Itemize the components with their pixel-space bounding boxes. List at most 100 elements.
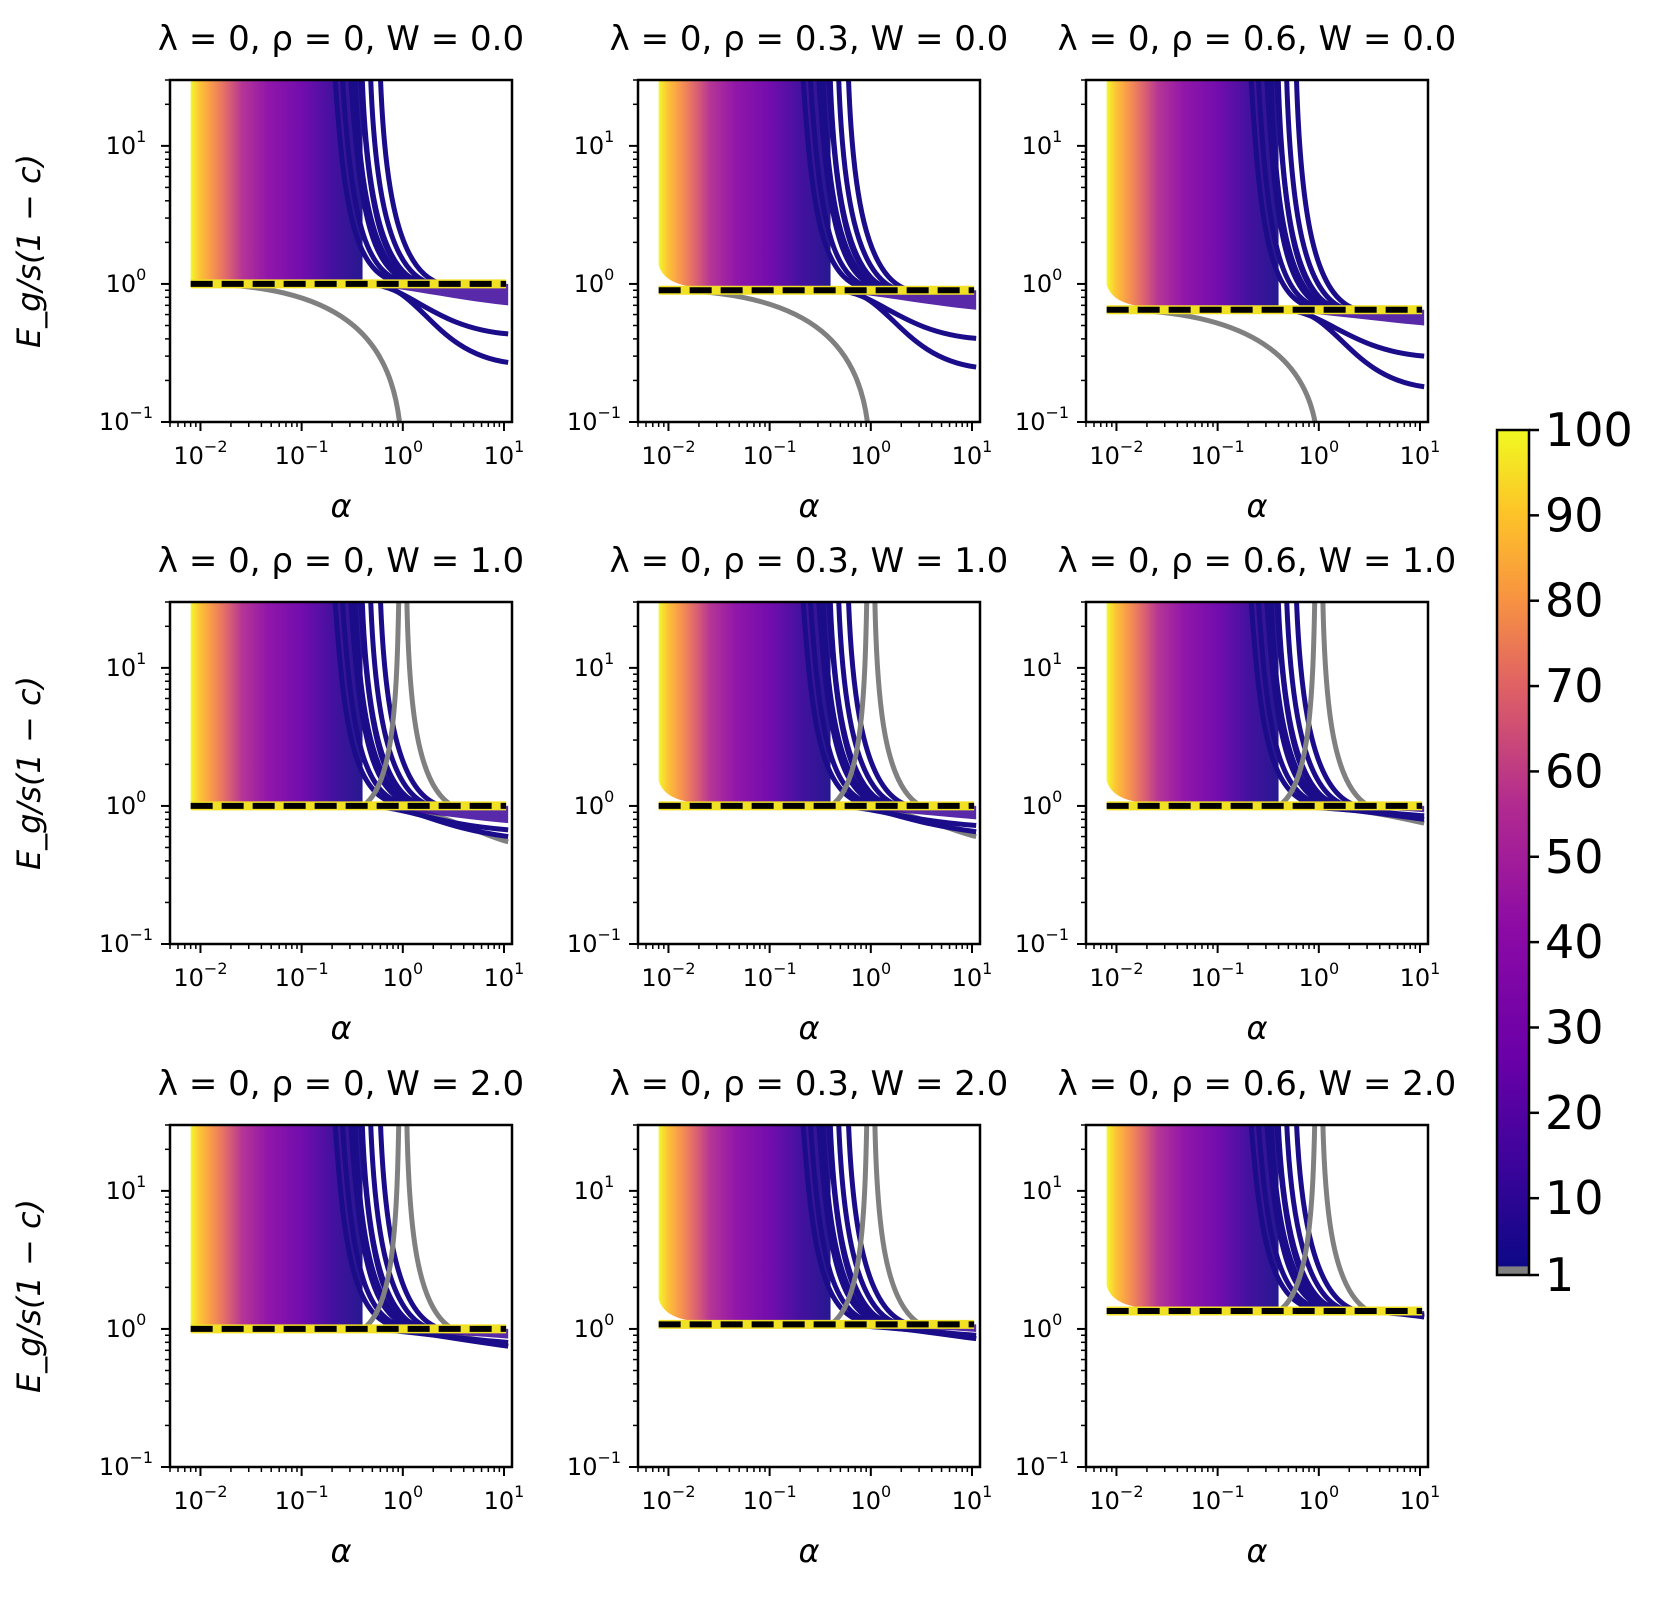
- curve-fan: [190, 80, 363, 284]
- curve-fan: [658, 602, 831, 806]
- curve-fan: [1106, 602, 1279, 806]
- x-tick-label: 10−1: [275, 1482, 329, 1515]
- y-tick-label: 10−1: [1015, 925, 1069, 958]
- x-tick-label: 10−1: [743, 437, 797, 470]
- y-tick-label: 10−1: [99, 403, 153, 436]
- x-axis-label: α: [330, 1532, 351, 1570]
- y-tick-label: 10−1: [1015, 1448, 1069, 1481]
- pole-curve-right-4: [1294, 1125, 1360, 1314]
- y-tick-label: 100: [574, 787, 615, 820]
- colorbar-low-swatch: [1497, 1266, 1529, 1275]
- x-tick-label: 10−1: [275, 959, 329, 992]
- y-tick-label: 101: [106, 1172, 147, 1205]
- panel-title: λ = 0, ρ = 0.3, W = 2.0: [610, 1064, 1009, 1104]
- x-tick-label: 100: [850, 959, 891, 992]
- pole-curve-right-4: [1294, 80, 1360, 313]
- axes-frame: [168, 600, 514, 946]
- plot-area: [190, 602, 509, 845]
- panel-title: λ = 0, ρ = 0, W = 0.0: [158, 19, 524, 59]
- y-tick-label: 100: [106, 787, 147, 820]
- y-tick-label: 100: [106, 265, 147, 298]
- x-tick-label: 10−1: [1191, 959, 1245, 992]
- x-tick-label: 10−2: [173, 1482, 227, 1515]
- s1-gray-curve: [668, 287, 870, 422]
- y-tick-label: 10−1: [99, 925, 153, 958]
- pole-curve-right-3: [1284, 1125, 1350, 1314]
- s1-gray-curve: [361, 602, 455, 809]
- x-tick-label: 10−2: [641, 1482, 695, 1515]
- panel-3: 101 100 10−1 10−2 10−1 100 101 α λ = 0, ρ = 0.6,…: [1015, 19, 1456, 525]
- colorbar-tick-label: 10: [1545, 1171, 1604, 1225]
- y-tick-label: 10−1: [567, 403, 621, 436]
- pole-curve-right-3: [836, 1125, 902, 1327]
- colorbar: 100 90 80 70 60 50 40 30 20 10 1: [1495, 403, 1633, 1302]
- panel-title: λ = 0, ρ = 0.3, W = 0.0: [610, 19, 1009, 59]
- x-tick-label: 101: [484, 1482, 525, 1515]
- panel-9: 101 100 10−1 10−2 10−1 100 101 α λ = 0, ρ = 0.6,…: [1015, 1064, 1456, 1570]
- y-tick-label: 101: [1022, 1172, 1063, 1205]
- x-tick-label: 10−1: [743, 1482, 797, 1515]
- x-tick-label: 101: [952, 1482, 993, 1515]
- x-tick-label: 101: [1400, 437, 1441, 470]
- axes-frame: [1084, 1123, 1430, 1469]
- x-tick-label: 10−2: [641, 959, 695, 992]
- pole-curve-right-4: [846, 602, 912, 809]
- y-tick-label: 101: [1022, 127, 1063, 160]
- x-tick-label: 10−2: [641, 437, 695, 470]
- pole-curve-right-3: [368, 80, 434, 287]
- s1-gray-curve: [1116, 307, 1318, 422]
- axes-frame: [1084, 600, 1430, 946]
- y-tick-label: 10−1: [99, 1448, 153, 1481]
- s1-gray-curve: [200, 281, 402, 422]
- s1-gray-curve: [829, 1125, 923, 1327]
- panel-title: λ = 0, ρ = 0.6, W = 2.0: [1058, 1064, 1457, 1104]
- x-tick-label: 100: [850, 1482, 891, 1515]
- panel-4: 101 100 10−1 10−2 10−1 100 101 α λ = 0, ρ = 0, W…: [99, 541, 524, 1047]
- colorbar-tick-label: 70: [1545, 659, 1604, 713]
- panel-title: λ = 0, ρ = 0.6, W = 1.0: [1058, 541, 1457, 581]
- plot-area: [658, 602, 977, 840]
- pole-curve-right-3: [1284, 602, 1350, 809]
- axes-frame: [636, 600, 982, 946]
- colorbar-tick-label: 100: [1545, 403, 1633, 457]
- colorbar-frame: [1495, 428, 1531, 1277]
- x-axis-label: α: [798, 487, 819, 525]
- y-tick-label: 101: [574, 1172, 615, 1205]
- s1-gray-curve: [1277, 1125, 1371, 1314]
- colorbar-tick-label: 60: [1545, 744, 1604, 798]
- x-tick-label: 10−2: [173, 959, 227, 992]
- tail-fan: [824, 290, 977, 310]
- y-tick-label: 10−1: [567, 925, 621, 958]
- y-tick-label: 101: [574, 127, 615, 160]
- colorbar-tick-label: 40: [1545, 915, 1604, 969]
- curve-fan: [190, 602, 363, 806]
- colorbar-tick-label: 50: [1545, 830, 1604, 884]
- axes-frame: [168, 1123, 514, 1469]
- y-tick-label: 100: [1022, 265, 1063, 298]
- pole-curve-right-3: [836, 602, 902, 809]
- tail-fan: [356, 283, 509, 306]
- x-tick-label: 10−1: [1191, 1482, 1245, 1515]
- plot-area: [658, 1125, 977, 1342]
- x-axis-label: α: [1246, 487, 1267, 525]
- colorbar-tick-label: 90: [1545, 488, 1604, 542]
- axes-frame: [636, 1123, 982, 1469]
- plot-area: [1106, 80, 1425, 422]
- panel-1: 101 100 10−1 10−2 10−1 100 101 α λ = 0, ρ = 0, W…: [99, 19, 524, 525]
- x-tick-label: 101: [952, 437, 993, 470]
- x-tick-label: 10−2: [1089, 1482, 1143, 1515]
- x-tick-label: 10−1: [275, 437, 329, 470]
- y-tick-label: 100: [1022, 787, 1063, 820]
- x-tick-label: 101: [1400, 959, 1441, 992]
- panel-title: λ = 0, ρ = 0, W = 1.0: [158, 541, 524, 581]
- s1-gray-curve: [829, 602, 923, 809]
- pole-curve-right-4: [378, 602, 444, 809]
- x-tick-label: 100: [382, 437, 423, 470]
- pole-curve-right-3: [836, 80, 902, 293]
- y-tick-label: 101: [1022, 649, 1063, 682]
- pole-curve-right-4: [378, 1125, 444, 1332]
- colorbar-tick-label: 80: [1545, 574, 1604, 628]
- x-tick-label: 100: [850, 437, 891, 470]
- y-tick-label: 100: [1022, 1310, 1063, 1343]
